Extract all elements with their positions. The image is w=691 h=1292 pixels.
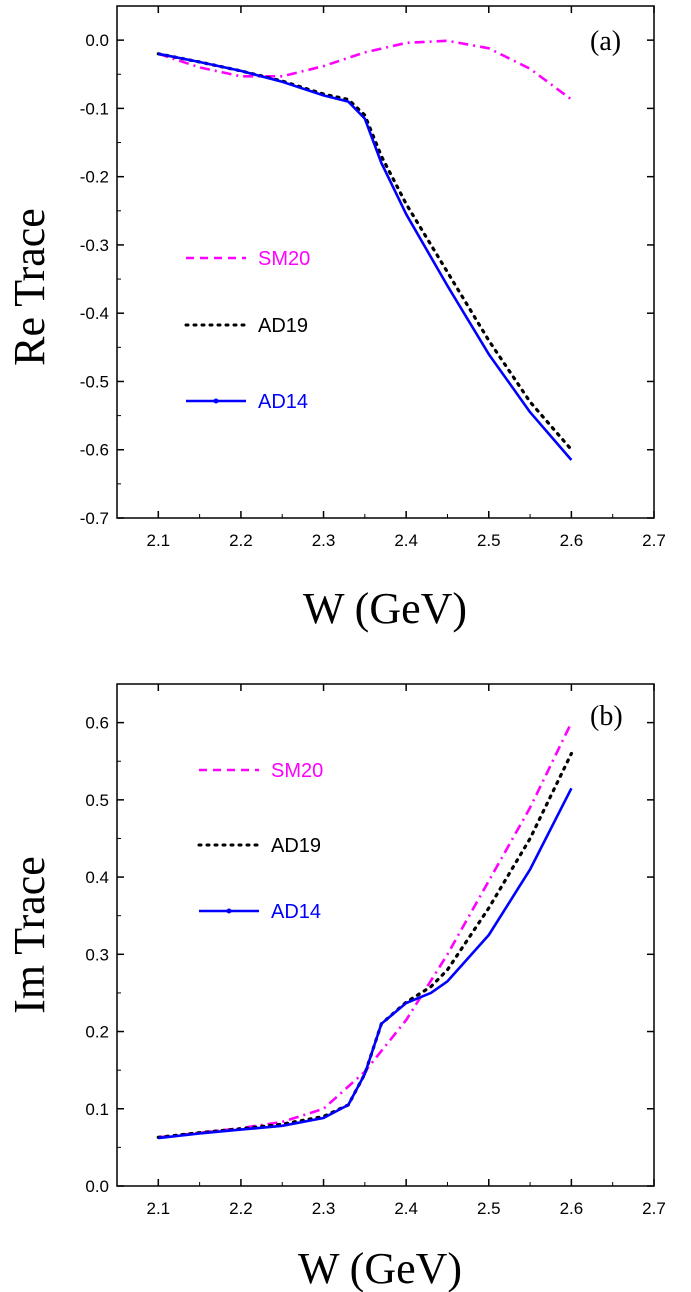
y-tick-label: -0.4	[80, 304, 109, 323]
y-tick-label: 0.2	[85, 1023, 109, 1042]
y-tick-label: 0.1	[85, 1100, 109, 1119]
legend: SM20 AD19 AD14	[197, 760, 323, 923]
x-axis-title: W (GeV)	[298, 1244, 462, 1292]
x-axis-title: W (GeV)	[303, 584, 467, 633]
x-tick-label: 2.6	[560, 1199, 584, 1218]
x-tick-label: 2.1	[146, 531, 170, 550]
y-tick-label: -0.2	[80, 168, 109, 187]
y-tick-label: -0.7	[80, 509, 109, 528]
y-tick-label: 0.6	[85, 714, 109, 733]
legend-marker	[226, 908, 232, 914]
x-tick-label: 2.7	[642, 1199, 666, 1218]
x-tick-label: 2.3	[312, 531, 336, 550]
plot-frame	[116, 683, 655, 1187]
x-tick-label: 2.4	[394, 1199, 418, 1218]
panel-label: (b)	[590, 701, 623, 732]
x-tick-label: 2.7	[642, 531, 666, 550]
y-tick-label: 0.0	[85, 1177, 109, 1196]
y-tick-label: 0.4	[85, 868, 109, 887]
y-axis-title: Re Trace	[5, 208, 54, 366]
y-tick-label: 0.5	[85, 791, 109, 810]
series-line-sm20	[157, 39, 573, 101]
legend-label-ad19: AD19	[258, 315, 308, 337]
x-tick-label: 2.1	[146, 1199, 170, 1218]
x-tick-label: 2.5	[477, 531, 501, 550]
legend-label-sm20: SM20	[258, 248, 310, 270]
panel-label: (a)	[590, 26, 621, 57]
series-line-ad19	[156, 751, 574, 1139]
legend-label-ad19: AD19	[271, 835, 321, 857]
x-tick-label: 2.2	[229, 1199, 253, 1218]
y-tick-label: -0.3	[80, 236, 109, 255]
x-tick-label: 2.2	[229, 531, 253, 550]
panel-b: 2.1 2.2 2.3 2.4 2.5 2.6 2.7 0.0 0.1 0.2 0.3 0.4 0.5 0…	[5, 683, 666, 1292]
x-tick-label: 2.3	[312, 1199, 336, 1218]
x-tick-label: 2.4	[394, 531, 418, 550]
y-axis-title: Im Trace	[5, 856, 54, 1014]
legend-label-sm20: SM20	[271, 760, 323, 782]
legend-label-ad14: AD14	[258, 391, 308, 413]
y-tick-label: -0.5	[80, 372, 109, 391]
legend: SM20 AD19 AD14	[184, 248, 310, 413]
legend-marker	[213, 398, 219, 404]
y-tick-label: -0.6	[80, 441, 109, 460]
series-line-ad14	[158, 787, 573, 1140]
series-line-ad19	[156, 52, 574, 452]
legend-label-ad14: AD14	[271, 901, 321, 923]
y-tick-label: -0.1	[80, 99, 109, 118]
y-tick-label: 0.3	[85, 945, 109, 964]
panel-a: 2.1 2.2 2.3 2.4 2.5 2.6 2.7 0.0 -0.1 -0.2 -0.3 -0.4…	[5, 5, 666, 633]
plot-frame	[116, 5, 655, 519]
series-line-ad14	[158, 52, 573, 461]
x-tick-label: 2.5	[477, 1199, 501, 1218]
y-tick-label: 0.0	[85, 31, 109, 50]
x-tick-label: 2.6	[560, 531, 584, 550]
